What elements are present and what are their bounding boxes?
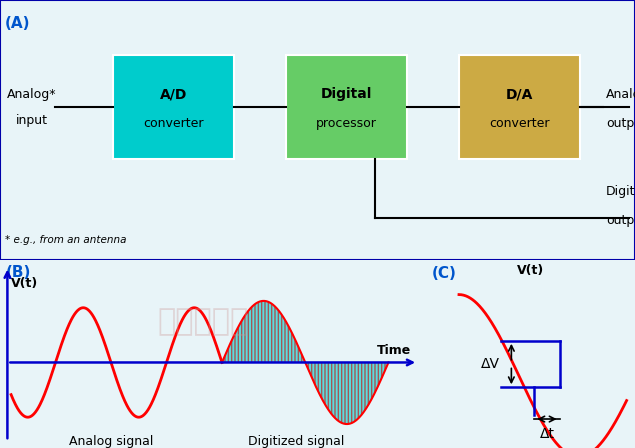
Text: converter: converter [143,117,203,130]
FancyBboxPatch shape [112,55,234,159]
Text: output: output [606,214,635,228]
Text: output: output [606,117,635,130]
Text: (B): (B) [6,265,31,280]
FancyBboxPatch shape [286,55,407,159]
Text: Analog signal: Analog signal [69,435,153,448]
Text: Digital: Digital [321,87,372,101]
Text: Digital: Digital [606,185,635,198]
Text: * e.g., from an antenna: * e.g., from an antenna [4,235,126,246]
Text: Digitized signal: Digitized signal [248,435,344,448]
Text: Time: Time [377,345,411,358]
Text: Δt: Δt [540,426,554,440]
Text: (C): (C) [432,266,457,280]
Text: V(t): V(t) [517,264,544,277]
Text: Analog*: Analog* [7,88,57,101]
Text: processor: processor [316,117,377,130]
Text: converter: converter [490,117,550,130]
FancyBboxPatch shape [459,55,580,159]
Text: Analog: Analog [606,88,635,101]
Text: (A): (A) [4,16,30,31]
Text: ΔV: ΔV [481,357,500,371]
Text: A/D: A/D [159,87,187,101]
Text: input: input [16,114,48,127]
Text: D/A: D/A [506,87,533,101]
Text: V(t): V(t) [11,277,38,290]
Text: 金洛鑫电子: 金洛鑫电子 [158,307,249,336]
